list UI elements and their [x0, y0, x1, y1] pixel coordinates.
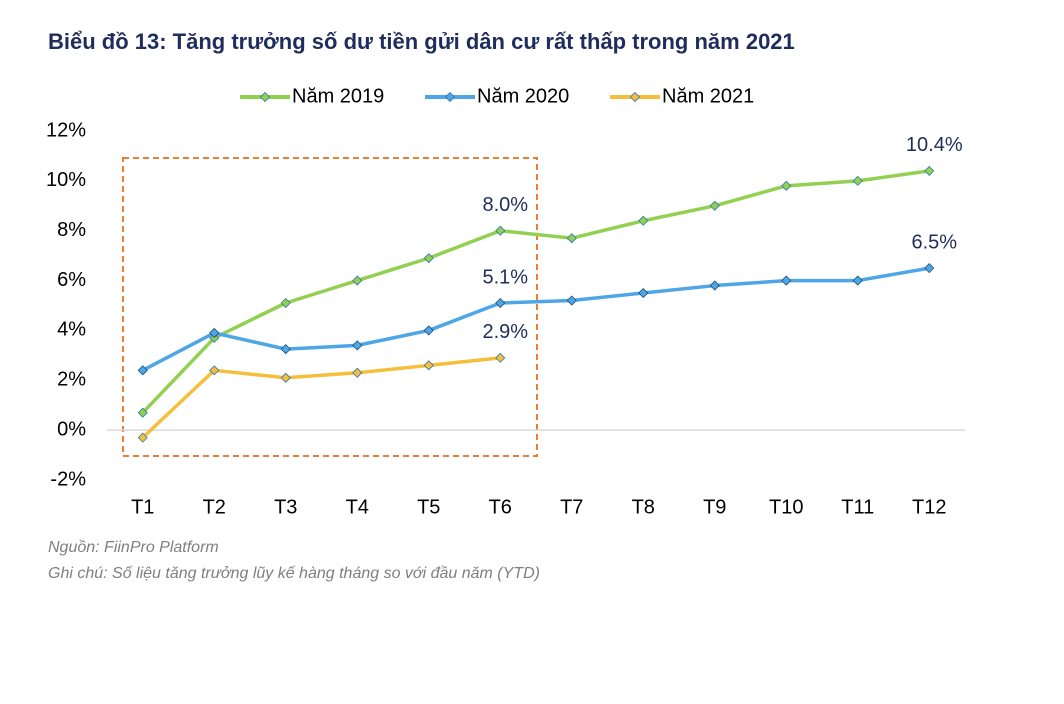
point-marker — [137, 407, 148, 418]
y-tick-label: 6% — [57, 269, 86, 291]
x-tick-label: T11 — [841, 496, 874, 518]
x-tick-label: T10 — [769, 496, 803, 518]
point-marker — [280, 344, 291, 355]
point-marker — [280, 372, 291, 383]
series-line — [141, 356, 501, 439]
point-marker — [352, 275, 363, 286]
y-tick-label: 0% — [57, 418, 86, 440]
legend-marker — [259, 91, 271, 103]
point-marker — [495, 297, 506, 309]
point-marker — [495, 225, 506, 236]
x-tick-label: T8 — [632, 496, 655, 518]
point-marker — [280, 297, 291, 309]
point-marker — [852, 275, 863, 286]
x-tick-label: T6 — [489, 496, 512, 518]
legend-marker — [444, 91, 456, 103]
point-marker — [709, 200, 720, 211]
note: Ghi chú: Số liệu tăng trưởng lũy kế hàng… — [48, 565, 540, 582]
series-line — [141, 266, 930, 372]
legend-marker — [629, 91, 641, 103]
point-marker — [495, 352, 506, 363]
point-marker — [137, 432, 148, 443]
data-label: 8.0% — [482, 194, 528, 216]
point-marker — [566, 295, 577, 306]
point-marker — [137, 365, 148, 376]
point-marker — [352, 340, 363, 351]
data-label: 6.5% — [911, 231, 957, 253]
point-marker — [209, 365, 220, 376]
point-marker — [352, 367, 363, 378]
point-marker — [423, 360, 434, 371]
point-marker — [423, 325, 434, 336]
point-marker — [852, 175, 863, 186]
point-marker — [209, 327, 220, 338]
legend-label: Năm 2019 — [292, 85, 384, 107]
data-label: 5.1% — [482, 266, 528, 288]
point-marker — [638, 215, 649, 226]
x-tick-label: T3 — [274, 496, 297, 518]
chart-title: Biểu đồ 13: Tăng trưởng số dư tiền gửi d… — [48, 29, 795, 54]
x-tick-label: T4 — [346, 496, 369, 518]
x-tick-label: T2 — [203, 496, 226, 518]
point-marker — [709, 280, 720, 291]
point-marker — [781, 275, 792, 286]
x-tick-label: T9 — [703, 496, 726, 518]
series-line — [141, 169, 930, 414]
point-marker — [423, 253, 434, 264]
x-tick-label: T12 — [912, 496, 946, 518]
legend-label: Năm 2021 — [662, 85, 754, 107]
source: Nguồn: FiinPro Platform — [48, 539, 219, 556]
y-tick-label: 10% — [46, 169, 86, 191]
data-label: 10.4% — [906, 134, 963, 156]
y-tick-label: 2% — [57, 369, 86, 391]
legend-label: Năm 2020 — [477, 85, 569, 107]
point-marker — [566, 233, 577, 244]
x-tick-label: T7 — [560, 496, 583, 518]
data-label: 2.9% — [482, 321, 528, 343]
x-tick-label: T1 — [131, 496, 154, 518]
y-tick-label: 8% — [57, 219, 86, 241]
highlight-box — [122, 157, 538, 457]
y-tick-label: 4% — [57, 319, 86, 341]
y-tick-label: 12% — [46, 119, 86, 141]
point-marker — [781, 180, 792, 191]
y-tick-label: -2% — [50, 468, 86, 490]
point-marker — [638, 287, 649, 299]
x-tick-label: T5 — [417, 496, 440, 518]
point-marker — [924, 165, 935, 176]
point-marker — [924, 263, 935, 274]
